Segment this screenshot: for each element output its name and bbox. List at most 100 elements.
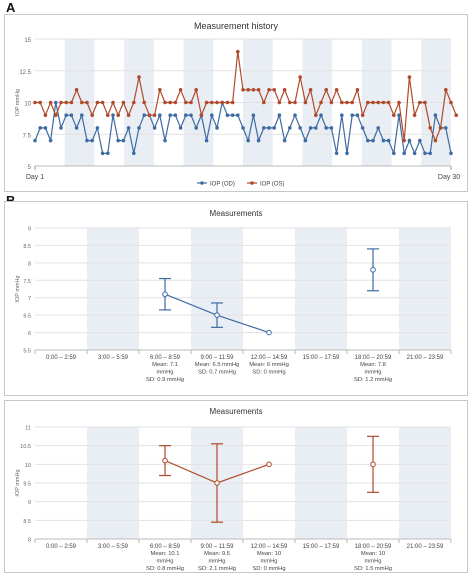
- y-tick-label: 12.5: [19, 70, 31, 76]
- od-measurements-chart: 5.5 6 6.5 7 7.5 8 8.5 9 Measurements IOP mmHg 0:00…: [15, 209, 452, 383]
- category-label: 6:00 – 8:59: [150, 355, 181, 361]
- data-point-od: [59, 126, 63, 130]
- data-point-od: [215, 126, 219, 130]
- data-point-od: [423, 151, 427, 156]
- data-point-os: [106, 113, 110, 117]
- data-point-od: [334, 151, 339, 156]
- data-point-os: [236, 49, 240, 54]
- mean-point: [370, 267, 376, 273]
- chart-title: Measurement history: [194, 21, 279, 31]
- data-point-os: [334, 88, 339, 92]
- data-point-od: [95, 126, 100, 130]
- data-point-os: [100, 100, 105, 105]
- data-point-od: [418, 138, 422, 143]
- category-label: 9:00 – 11:59: [201, 355, 235, 361]
- data-point-od: [121, 138, 126, 143]
- data-point-od: [303, 138, 308, 143]
- data-point-od: [111, 113, 115, 117]
- data-point-od: [392, 151, 396, 156]
- data-point-od: [355, 113, 360, 117]
- stat-label: mmHg: [260, 559, 277, 565]
- category-label: 3:00 – 5:59: [98, 355, 129, 361]
- series-line-os: [35, 51, 457, 143]
- stat-label: SD: 0.7 mmHg: [198, 370, 236, 376]
- data-point-od: [142, 113, 146, 117]
- stat-label: mmHg: [156, 370, 173, 376]
- data-point-os: [194, 88, 198, 92]
- data-point-os: [282, 88, 287, 92]
- data-point-od: [48, 138, 53, 143]
- data-point-od: [386, 138, 391, 143]
- stat-label: Mean: 6.5 mmHg: [195, 362, 239, 368]
- y-tick-label: 9: [28, 500, 31, 506]
- data-point-os: [43, 113, 48, 117]
- data-point-od: [230, 113, 235, 117]
- legend-label: IOP (OD): [210, 182, 235, 188]
- data-point-os: [423, 100, 427, 105]
- y-tick-label: 9: [28, 227, 31, 233]
- data-point-os: [69, 100, 74, 105]
- data-point-od: [371, 138, 375, 143]
- data-point-os: [54, 113, 58, 117]
- data-point-od: [126, 126, 131, 130]
- data-point-os: [64, 100, 68, 105]
- data-point-od: [210, 113, 214, 117]
- data-point-os: [288, 100, 292, 105]
- data-point-od: [288, 126, 292, 130]
- data-point-od: [407, 138, 412, 143]
- shaded-band: [295, 228, 347, 350]
- data-point-os: [152, 113, 157, 117]
- data-point-os: [402, 138, 407, 143]
- stat-label: SD: 1.5 mmHg: [354, 566, 392, 572]
- stat-label: SD: 0.8 mmHg: [146, 566, 184, 572]
- data-point-od: [106, 151, 110, 156]
- stat-label: Mean: 9.5: [204, 551, 230, 557]
- data-point-od: [64, 113, 68, 117]
- data-point-od: [282, 138, 287, 143]
- data-point-os: [168, 100, 172, 105]
- data-point-od: [319, 113, 323, 117]
- data-point-os: [438, 126, 443, 130]
- data-point-os: [293, 100, 297, 105]
- data-point-os: [74, 88, 79, 92]
- data-point-os: [386, 100, 391, 105]
- data-point-od: [74, 126, 79, 130]
- y-tick-label: 7.5: [23, 279, 31, 285]
- data-point-od: [345, 151, 349, 156]
- data-point-od: [366, 138, 370, 143]
- legend-label: IOP (OS): [260, 182, 285, 188]
- data-point-os: [449, 100, 453, 105]
- data-point-os: [277, 100, 282, 105]
- mean-point: [214, 312, 220, 318]
- data-point-os: [225, 100, 230, 105]
- data-point-os: [246, 88, 250, 92]
- data-point-os: [158, 88, 162, 92]
- od-measurements-panel: 5.5 6 6.5 7 7.5 8 8.5 9 Measurements IOP mmHg 0:00…: [4, 201, 468, 396]
- mean-point: [162, 291, 168, 298]
- y-tick-label: 8.5: [23, 244, 31, 250]
- data-point-os: [381, 100, 386, 105]
- data-point-os: [308, 88, 313, 92]
- data-point-od: [246, 138, 250, 143]
- data-point-os: [142, 100, 146, 105]
- data-point-os: [163, 100, 167, 105]
- data-point-od: [267, 126, 271, 130]
- data-point-os: [126, 113, 131, 117]
- mean-point: [214, 480, 220, 486]
- data-point-os: [371, 100, 375, 105]
- data-point-od: [402, 151, 407, 156]
- legend-item-od: IOP (OD): [197, 181, 235, 188]
- data-point-od: [137, 126, 141, 130]
- y-tick-label: 7.5: [23, 133, 32, 139]
- y-tick-label: 11: [25, 426, 31, 432]
- os-measurements-chart: 8 8.5 9 9.5 10 10.5 11 Measurements IOP mmHg 0:00…: [15, 407, 452, 572]
- data-point-os: [267, 88, 271, 92]
- data-point-os: [314, 113, 318, 117]
- data-point-os: [392, 113, 396, 117]
- data-point-od: [43, 126, 48, 130]
- data-point-od: [178, 126, 183, 130]
- stat-label: SD: 0 mmHg: [252, 370, 285, 376]
- data-point-od: [152, 126, 157, 130]
- x-end-label: Day 30: [438, 174, 460, 181]
- category-label: 0:00 – 2:59: [46, 355, 77, 361]
